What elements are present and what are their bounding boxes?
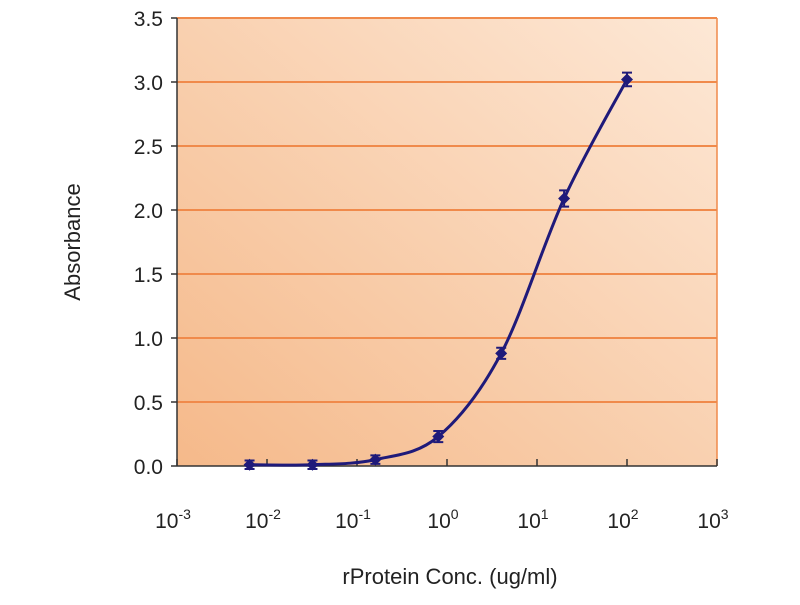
x-tick-label: 103 <box>697 506 728 533</box>
x-tick-label: 10-2 <box>245 506 281 533</box>
data-point <box>432 430 445 443</box>
plot-area <box>177 18 717 466</box>
data-point <box>558 192 571 205</box>
y-axis-label: Absorbance <box>60 183 85 300</box>
data-point <box>495 347 508 360</box>
y-tick-label: 0.0 <box>134 456 163 479</box>
x-tick-label: 10-3 <box>155 506 191 533</box>
x-tick-label: 10-1 <box>335 506 371 533</box>
x-tick-label: 102 <box>607 506 638 533</box>
data-point <box>369 453 382 466</box>
y-tick-label: 3.0 <box>134 72 163 95</box>
y-tick-label: 1.0 <box>134 328 163 351</box>
y-tick-label: 2.5 <box>134 136 163 159</box>
data-point <box>621 73 633 86</box>
x-axis-label: rProtein Conc. (ug/ml) <box>342 564 557 589</box>
y-tick-label: 0.5 <box>134 392 163 415</box>
y-tick-label: 3.5 <box>134 8 163 31</box>
x-tick-label: 100 <box>427 506 458 533</box>
x-tick-label: 101 <box>517 506 548 533</box>
data-point <box>243 458 256 471</box>
y-tick-label: 2.0 <box>134 200 163 223</box>
y-tick-label: 1.5 <box>134 264 163 287</box>
data-point <box>306 458 319 471</box>
series-line <box>249 78 629 467</box>
